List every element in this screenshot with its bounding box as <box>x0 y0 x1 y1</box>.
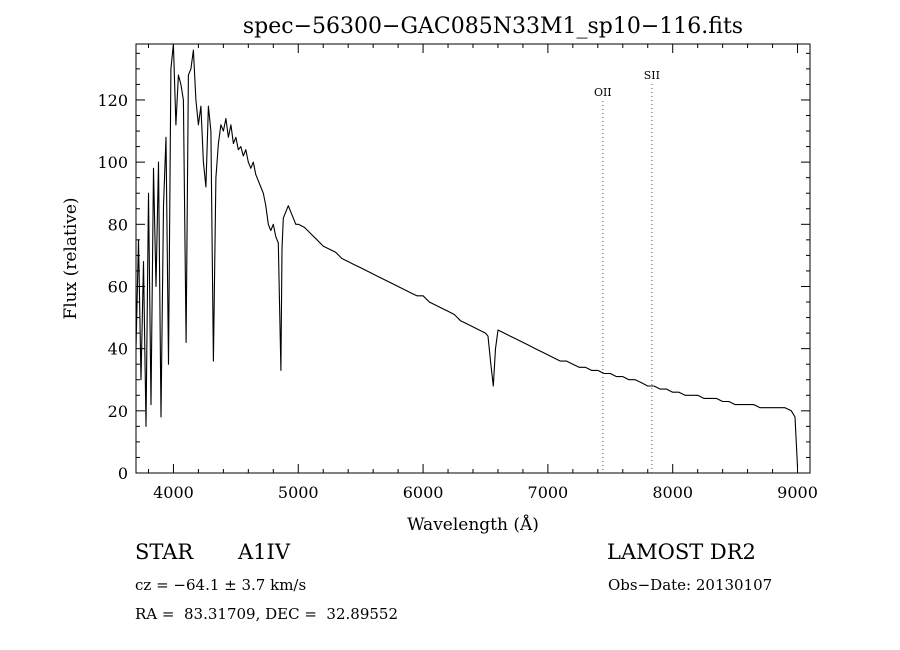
y-tick-label: 0 <box>118 464 128 483</box>
line-label-sii: SII <box>644 69 660 82</box>
y-axis-label: Flux (relative) <box>61 197 81 319</box>
y-tick-label: 80 <box>108 215 128 234</box>
x-tick-label: 9000 <box>777 483 818 502</box>
coordinates-label: RA = 83.31709, DEC = 32.89552 <box>135 605 399 623</box>
x-tick-label: 4000 <box>153 483 194 502</box>
subclass-label: A1IV <box>238 540 290 564</box>
velocity-label: cz = −64.1 ± 3.7 km/s <box>135 576 307 594</box>
x-axis-label: Wavelength (Å) <box>407 514 539 535</box>
spectrum-line <box>135 43 799 467</box>
y-tick-label: 120 <box>97 91 128 110</box>
x-tick-label: 8000 <box>652 483 693 502</box>
y-tick-label: 60 <box>108 277 128 296</box>
y-tick-label: 100 <box>97 153 128 172</box>
x-tick-label: 5000 <box>278 483 319 502</box>
object-type-label: STAR <box>135 540 194 564</box>
line-label-oii: OII <box>594 86 612 99</box>
chart-title: spec−56300−GAC085N33M1_sp10−116.fits <box>243 14 743 39</box>
x-tick-label: 7000 <box>528 483 569 502</box>
y-tick-label: 40 <box>108 340 128 359</box>
y-tick-label: 20 <box>108 402 128 421</box>
survey-label: LAMOST DR2 <box>607 540 756 564</box>
obs-date-label: Obs−Date: 20130107 <box>608 576 773 594</box>
plot-frame <box>135 43 811 474</box>
spectrum-chart: 4000 5000 6000 7000 8000 9000 0 20 40 60 80 100 120 W… <box>61 14 818 535</box>
x-tick-label: 6000 <box>403 483 444 502</box>
